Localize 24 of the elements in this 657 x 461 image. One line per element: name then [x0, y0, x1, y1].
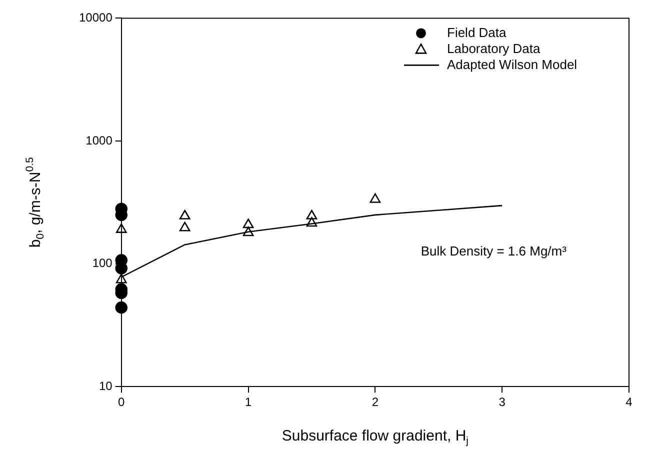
point	[242, 226, 254, 236]
x-tick-label: 3	[498, 395, 506, 410]
legend-label: Adapted Wilson Model	[447, 56, 578, 72]
point	[179, 210, 190, 220]
point	[116, 223, 127, 233]
legend-label: Laboratory Data	[447, 40, 541, 56]
point	[116, 274, 127, 284]
x-tick-label: 2	[372, 395, 379, 410]
y-axis-title: b0, g/m-s-N0.5	[24, 157, 46, 248]
x-tick-label: 0	[118, 395, 126, 410]
point	[370, 193, 381, 203]
legend-label: Field Data	[447, 24, 508, 40]
y-tick-label: 1000	[86, 133, 113, 148]
y-tick-label: 10	[99, 378, 113, 393]
point	[306, 217, 318, 227]
x-tick-label: 1	[244, 395, 252, 410]
point	[115, 301, 128, 314]
y-tick-label: 100	[92, 256, 113, 270]
point	[306, 210, 318, 220]
y-tick-label: 10000	[78, 10, 113, 25]
x-tick-label: 4	[626, 395, 633, 410]
annotation: Bulk Density = 1.6 Mg/m³	[420, 244, 568, 259]
point	[242, 218, 254, 228]
point	[179, 222, 190, 232]
